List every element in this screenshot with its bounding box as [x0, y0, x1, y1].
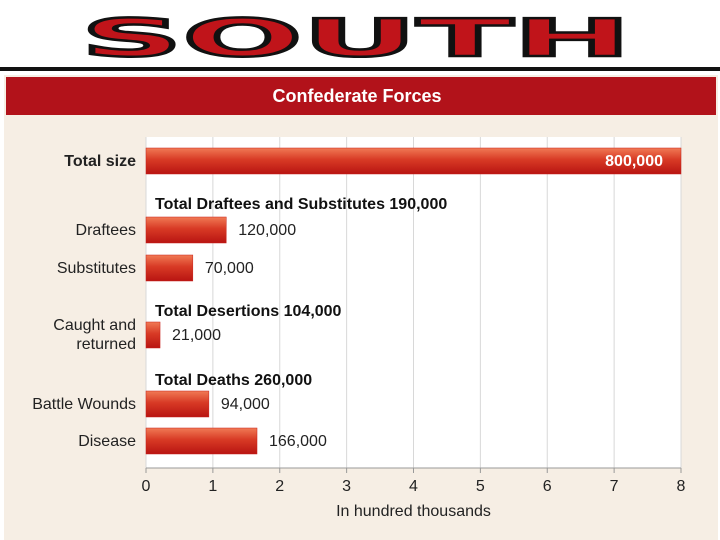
header-band [6, 77, 716, 115]
divider [0, 67, 720, 71]
x-tick-label: 4 [409, 478, 418, 495]
x-tick-label: 6 [543, 478, 552, 495]
chart-title: Confederate Forces [272, 86, 441, 106]
x-tick-label: 2 [275, 478, 284, 495]
category-label: Disease [78, 432, 136, 450]
bar [145, 147, 682, 175]
value-label: 166,000 [269, 433, 327, 450]
category-label: Draftees [75, 221, 136, 239]
value-label: 21,000 [172, 327, 221, 344]
x-tick-label: 1 [208, 478, 217, 495]
category-label: Substitutes [56, 259, 136, 277]
category-label: Total size [64, 152, 136, 170]
x-tick-label: 0 [142, 478, 151, 495]
x-tick-label: 7 [610, 478, 619, 495]
value-label: 94,000 [221, 396, 270, 413]
value-label: 70,000 [205, 260, 254, 277]
category-label: Battle Wounds [32, 395, 136, 413]
value-label: 800,000 [605, 153, 663, 170]
x-axis-label: In hundred thousands [336, 503, 491, 520]
bar [145, 321, 161, 349]
group-heading: Total Draftees and Substitutes 190,000 [155, 196, 448, 213]
x-tick-label: 5 [476, 478, 485, 495]
bar [145, 427, 258, 455]
value-label: 120,000 [238, 222, 296, 239]
page-title: SOUTH [81, 9, 631, 69]
category-label: Caught and returned [53, 317, 136, 353]
x-tick-label: 3 [342, 478, 351, 495]
group-heading: Total Deaths 260,000 [155, 372, 313, 389]
bar [145, 216, 227, 244]
group-heading: Total Desertions 104,000 [155, 303, 342, 320]
bar [145, 390, 210, 418]
x-tick-label: 8 [677, 478, 686, 495]
bar [145, 254, 194, 282]
